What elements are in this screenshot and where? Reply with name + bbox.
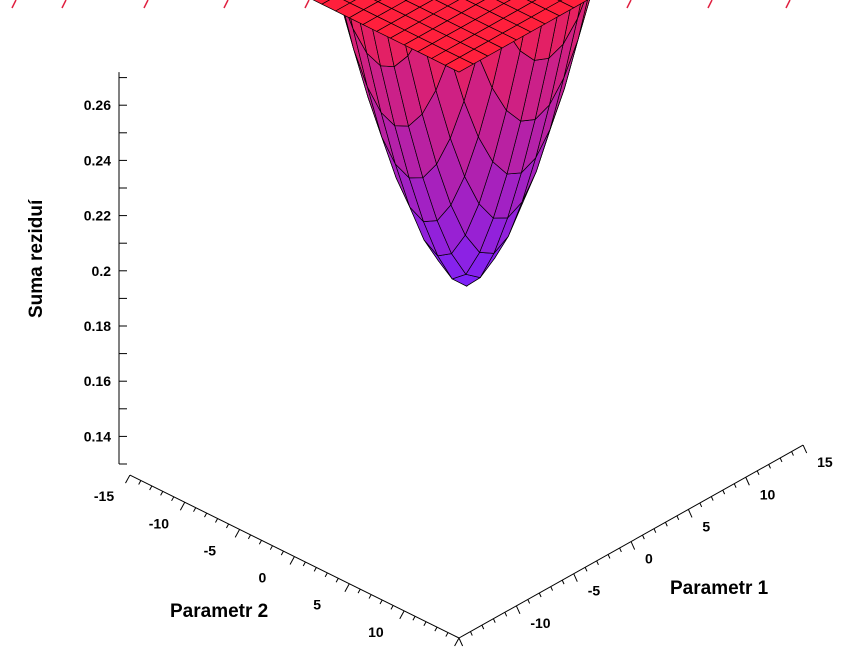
y-tick-mark [324, 572, 328, 578]
x-tick-mark [596, 560, 599, 566]
y-tick-mark [280, 550, 284, 556]
x-tick-mark [538, 592, 542, 598]
y-tick-mark [423, 621, 427, 626]
y-tick-mark [445, 632, 449, 637]
y-tick-mark [357, 588, 361, 594]
y-tick-mark [179, 502, 186, 511]
x-tick-mark [550, 586, 554, 591]
z-axis-title: Suma reziduí [26, 199, 47, 318]
y-tick-mark [247, 534, 252, 540]
y-tick-mark [225, 523, 230, 529]
axes: -15-10-5051015-15-10-50510150.140.160.18… [84, 72, 833, 649]
x-tick-mark [527, 599, 531, 604]
y-tick-mark [412, 616, 416, 621]
surface-mesh [312, 0, 590, 287]
y-tick-mark [193, 507, 197, 512]
x-tick-mark [504, 612, 508, 617]
y-tick-mark [258, 540, 262, 545]
x-tick-mark [687, 509, 693, 518]
x-axis-title: Parametr 1 [670, 578, 769, 599]
surface-cell [577, 0, 586, 19]
x-tick-mark [619, 547, 622, 553]
y-tick-mark [434, 626, 438, 632]
y-tick-mark [302, 561, 306, 567]
y-tick-mark [234, 529, 241, 538]
x-tick-mark [802, 444, 808, 454]
x-tick-label: 5 [702, 518, 710, 534]
x-tick-mark [458, 637, 464, 647]
x-tick-mark [492, 618, 496, 623]
x-tick-mark [791, 451, 794, 456]
x-tick-label: 10 [760, 486, 776, 502]
x-tick-mark [653, 528, 657, 533]
x-tick-mark [607, 554, 611, 559]
x-tick-label: -10 [530, 615, 550, 631]
z-tick-label: 0.2 [92, 263, 112, 279]
surface-cell [526, 0, 537, 3]
x-tick-mark [470, 631, 473, 636]
x-tick-label: -5 [588, 583, 601, 599]
x-tick-mark [665, 522, 668, 527]
surface-cell [444, 56, 475, 73]
y-tick-mark [160, 491, 164, 496]
y-tick-label: 10 [368, 624, 384, 640]
z-tick-label: 0.16 [84, 373, 111, 389]
axis-labels: Suma reziduí Parametr 1 Parametr 2 [26, 199, 769, 622]
x-tick-mark [710, 496, 714, 501]
x-tick-mark [768, 464, 771, 469]
x-tick-mark [515, 605, 521, 615]
y-tick-mark [344, 583, 350, 592]
y-tick-mark [149, 485, 153, 491]
x-tick-mark [779, 457, 783, 463]
y-tick-mark [269, 545, 273, 550]
x-tick-mark [676, 515, 680, 521]
y-tick-mark [454, 637, 460, 647]
y-tick-label: -10 [149, 515, 169, 531]
y-tick-label: 5 [313, 597, 321, 613]
surface-cell [562, 0, 582, 45]
y-tick-mark [171, 496, 175, 502]
x-tick-mark [630, 541, 636, 550]
y-tick-mark [390, 605, 394, 610]
y-tick-mark [289, 556, 295, 565]
x-tick-mark [481, 624, 485, 630]
y-tick-mark [138, 480, 142, 485]
y-tick-label: -15 [94, 488, 114, 504]
y-tick-label: 0 [258, 570, 266, 586]
surface-cell [312, 0, 331, 5]
z-tick-label: 0.14 [84, 428, 111, 444]
z-tick-label: 0.18 [84, 318, 111, 334]
y-tick-mark [125, 474, 131, 484]
x-tick-mark [756, 470, 760, 476]
y-tick-mark [379, 599, 383, 605]
x-tick-mark [722, 489, 726, 495]
y-tick-mark [399, 610, 405, 620]
x-tick-mark [573, 573, 578, 582]
x-tick-mark [745, 477, 750, 486]
y-tick-mark [313, 567, 317, 572]
x-tick-label: 15 [817, 454, 833, 470]
x-tick-mark [642, 534, 645, 540]
z-tick-label: 0.26 [84, 97, 111, 113]
z-tick-label: 0.22 [84, 208, 111, 224]
y-tick-label: -5 [204, 542, 217, 558]
x-tick-mark [584, 567, 588, 572]
x-tick-mark [733, 483, 737, 488]
x-tick-label: -15 [473, 647, 493, 649]
x-tick-label: 0 [645, 551, 653, 567]
y-tick-mark [215, 518, 219, 523]
x-tick-mark [699, 502, 703, 508]
y-tick-mark [204, 512, 208, 518]
y-tick-mark [335, 578, 339, 583]
y-axis-title: Parametr 2 [170, 601, 268, 622]
z-tick-label: 0.24 [84, 152, 111, 168]
x-tick-mark [561, 579, 565, 585]
y-tick-mark [368, 594, 372, 599]
